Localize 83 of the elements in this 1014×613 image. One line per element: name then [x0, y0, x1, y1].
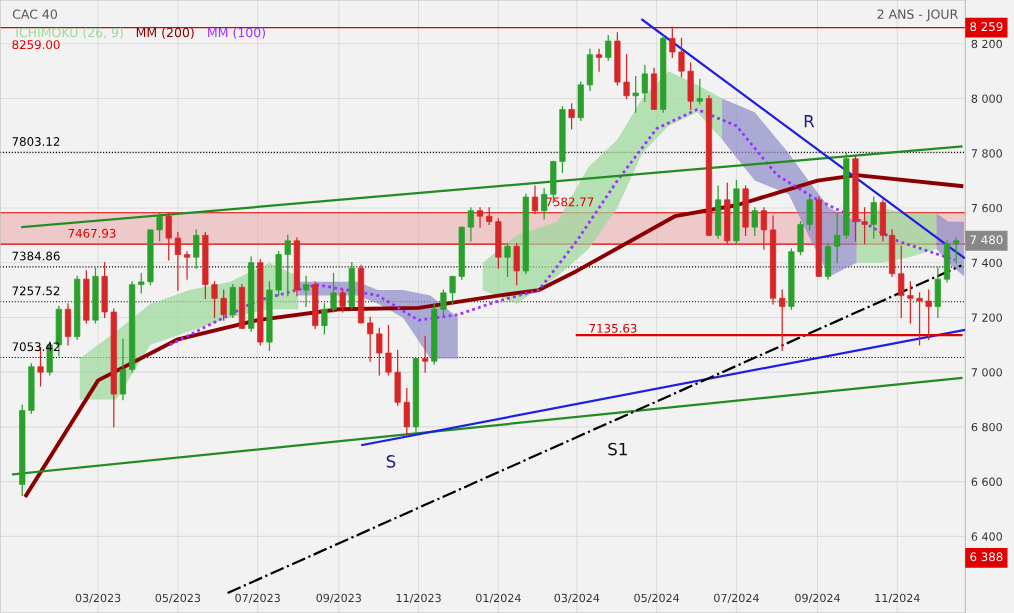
candlestick: [467, 207, 474, 242]
x-tick-label: 09/2023: [316, 593, 361, 604]
candlestick: [870, 196, 877, 239]
x-tick-label: 03/2023: [75, 593, 121, 604]
y-tick-label: 6 800: [971, 422, 1002, 432]
candlestick: [907, 281, 914, 324]
legend-label: ICHIMOKU (26, 9): [16, 27, 123, 39]
candlestick: [568, 103, 575, 130]
ref-line-label: 8259.00: [12, 40, 60, 50]
candlestick: [916, 292, 923, 346]
candlestick: [541, 188, 548, 220]
candlestick: [422, 335, 429, 373]
candlestick: [156, 212, 163, 242]
candlestick: [193, 229, 200, 269]
text: MM (200): [136, 27, 194, 39]
text: 6 388: [970, 552, 1003, 562]
y-tick-label: 7 400: [971, 258, 1002, 268]
candlestick: [138, 273, 145, 294]
y-tick-label: 6 600: [971, 477, 1002, 487]
annotation: R: [804, 115, 815, 128]
x-tick-label: 09/2024: [795, 593, 840, 604]
annotation: S1: [608, 442, 627, 456]
candlestick: [339, 289, 346, 313]
candlestick: [449, 275, 456, 305]
candlestick: [302, 275, 310, 308]
candlestick: [898, 245, 905, 319]
annotation: 7 480: [970, 235, 1003, 245]
candlestick: [367, 316, 374, 362]
candlestick: [440, 289, 447, 319]
x-tick-label: 01/2024: [476, 593, 521, 604]
candlestick: [504, 242, 511, 278]
candlestick: [751, 207, 758, 236]
y-tick-label: 7 600: [971, 203, 1002, 213]
candlestick: [632, 76, 639, 113]
ref-line-label: 7803.12: [12, 137, 60, 146]
candlestick: [165, 212, 172, 261]
annotation: 8 259: [970, 22, 1003, 32]
candlestick: [330, 273, 337, 313]
text: MM (100): [208, 27, 265, 39]
y-tick-label: 6 400: [971, 532, 1002, 541]
candlestick: [696, 78, 703, 105]
candlestick: [834, 212, 841, 264]
x-tick-label: 03/2024: [554, 593, 600, 604]
line-series: [168, 108, 957, 347]
candlestick: [779, 289, 786, 351]
candlestick: [641, 65, 648, 102]
annotation: 7135.63: [589, 323, 637, 333]
candlestick: [376, 327, 383, 376]
candlestick: [476, 207, 484, 228]
ref-line-label: 7257.52: [12, 286, 60, 296]
candlestick: [321, 303, 328, 335]
x-tick-label: 05/2023: [155, 593, 201, 604]
candlestick: [531, 185, 539, 215]
text: CAC 40: [12, 9, 58, 19]
candlestick: [623, 54, 630, 100]
y-tick-label: 7 200: [971, 313, 1002, 322]
ref-line-label: 7384.86: [12, 251, 60, 261]
candlestick: [760, 207, 767, 250]
candlestick: [174, 231, 181, 291]
candlestick: [669, 26, 676, 59]
candlestick: [385, 325, 392, 376]
annotation: S: [386, 455, 396, 468]
y-tick-label: 8 000: [971, 94, 1002, 103]
y-tick-label: 7 800: [971, 149, 1002, 158]
x-tick-label: 07/2024: [714, 593, 759, 604]
x-tick-label: 05/2024: [634, 593, 680, 604]
x-tick-label: 11/2024: [875, 593, 920, 604]
candlestick: [953, 237, 960, 264]
candlestick: [925, 289, 932, 340]
text: 2 ANS - JOUR: [877, 9, 958, 22]
candlestick: [678, 37, 685, 78]
candlestick: [595, 48, 603, 72]
x-tick-label: 07/2023: [235, 593, 280, 604]
candlestick: [183, 251, 191, 280]
candlestick: [861, 207, 868, 245]
x-tick-label: 11/2023: [396, 593, 441, 604]
candlestick: [284, 234, 291, 297]
candlestick: [605, 34, 612, 61]
candlestick: [220, 289, 227, 321]
candlestick: [211, 281, 218, 319]
y-tick-label: 7 000: [971, 368, 1002, 377]
ref-line-label: 7467.93: [68, 228, 116, 238]
y-tick-label: 8 200: [971, 39, 1002, 49]
